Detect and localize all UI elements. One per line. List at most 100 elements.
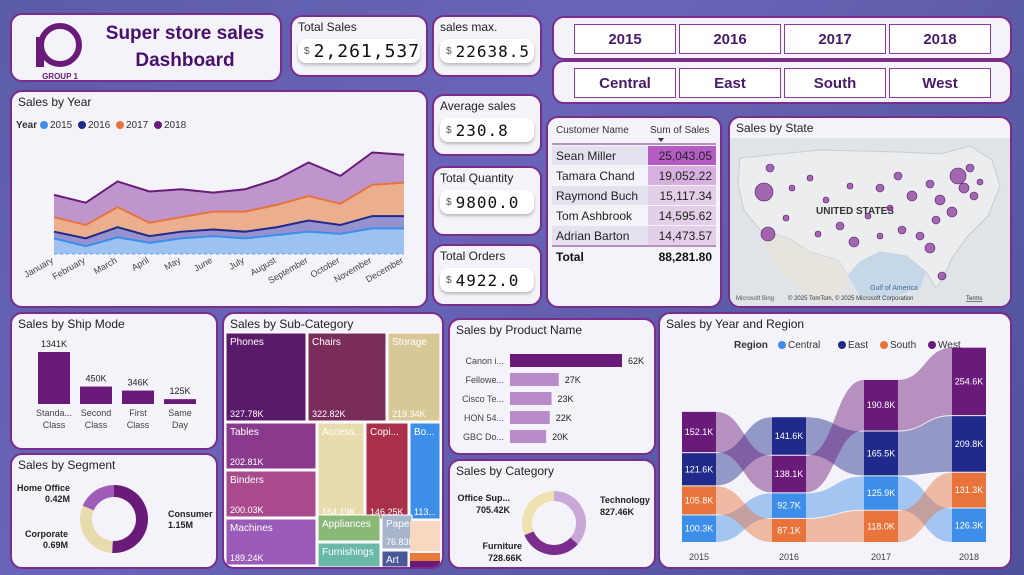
segment-east (682, 453, 716, 486)
data-label: 131.3K (955, 485, 984, 495)
kpi-label: Total Sales (298, 20, 357, 34)
state-bubble (806, 174, 814, 182)
chart-title: Sales by Product Name (456, 323, 583, 337)
cell-rect (225, 470, 317, 518)
line-2015 (53, 227, 404, 248)
data-label: 87.1K (777, 525, 801, 535)
year-button-2017[interactable]: 2017 (784, 24, 886, 54)
x-tick-label: January (22, 255, 55, 280)
legend-label: 2016 (88, 120, 111, 131)
data-label: 126.3K (955, 520, 984, 530)
segment-east (952, 416, 986, 472)
product-name-card: Sales by Product Name Canon i... 62K Fello… (448, 318, 656, 455)
segment-central (952, 508, 986, 542)
kpi-total-sales: Total Sales $2,261,537 (290, 15, 428, 77)
data-label: 141.6K (775, 431, 804, 441)
sales-by-state-map[interactable]: UNITED STATES Gulf of America Microsoft … (730, 138, 1010, 306)
region-button-south[interactable]: South (784, 68, 886, 98)
kpi-label: Total Orders (440, 249, 506, 263)
bar (164, 399, 196, 404)
y-tick-label: Canon i... (465, 356, 504, 366)
value-cell-bg (648, 146, 716, 165)
cell-name: Storage (392, 337, 427, 348)
legend-marker (154, 121, 162, 129)
cell-value: 219.34K (392, 409, 426, 419)
treemap-cell: Bo... 113... (409, 422, 441, 520)
slice-value: 705.42K (476, 505, 511, 515)
data-label: 138.1K (775, 469, 804, 479)
segment-east (772, 417, 806, 455)
customers-table: Customer Name Sum of Sales Sean Miller 25,0… (552, 125, 716, 264)
customer-name: Tamara Chand (556, 169, 635, 183)
year-slicer: 2015 2016 2017 2018 (552, 16, 1012, 60)
kpi-label: sales max. (440, 20, 498, 34)
dollar-icon: $ (304, 45, 310, 57)
cell-value: 322.82K (312, 409, 346, 419)
data-label: 190.8K (867, 400, 896, 410)
cell-name: Tables (230, 427, 259, 438)
cell-name: Access... (322, 427, 363, 438)
state-bubble (782, 214, 790, 222)
cell-rect (317, 542, 381, 567)
cell-name: Art (386, 555, 399, 566)
year-button-2015[interactable]: 2015 (574, 24, 676, 54)
state-bubble (835, 221, 845, 231)
state-bubble (937, 271, 947, 281)
cell-name: Appliances (322, 519, 371, 530)
sales-by-year-card: Sales by Year Year 2015 2016 2017 2018 Januar… (10, 90, 428, 308)
ribbon-central (806, 476, 864, 518)
bar (38, 352, 70, 404)
cell-value: 189.24K (230, 553, 264, 563)
segment-east (864, 431, 898, 476)
gulf-water (848, 252, 926, 298)
region-button-west[interactable]: West (889, 68, 991, 98)
customer-sales: 15,117.34 (660, 189, 713, 203)
state-bubble (934, 194, 946, 206)
data-label: 125K (169, 386, 190, 396)
slice-corporate (79, 505, 113, 553)
region-button-central[interactable]: Central (574, 68, 676, 98)
cell-rect (225, 518, 317, 566)
segment-central (864, 476, 898, 510)
customer-name: Raymond Buch (556, 189, 638, 203)
slice-name: Office Sup... (457, 493, 510, 503)
line-2018 (53, 151, 405, 204)
customer-name: Adrian Barton (556, 229, 629, 243)
cell-value: 76.83K (386, 537, 415, 547)
kpi-box: $230.8 (440, 118, 534, 142)
segment-central (682, 515, 716, 542)
x-tick-label: July (227, 255, 246, 272)
x-tick-label: Class (43, 420, 66, 430)
kpi-total-orders: Total Orders $4922.0 (432, 244, 542, 306)
legend-marker (778, 341, 786, 349)
x-tick-label: Standa... (36, 408, 72, 418)
total-value: 88,281.80 (659, 250, 713, 264)
treemap-cell: Paper 76.83K (381, 514, 415, 550)
legend-marker (880, 341, 888, 349)
segment-south (772, 518, 806, 542)
legend-label: 2018 (164, 120, 187, 131)
ship-mode-chart: 1341K Standa... Class 450K Second Class 346K Fi… (36, 339, 196, 430)
treemap-cell: Phones 327.78K (225, 332, 307, 422)
ribbon-west (898, 347, 952, 431)
treemap-cell: Binders 200.03K (225, 470, 317, 518)
slice-name: Corporate (25, 529, 68, 539)
treemap-cell: Furnishings (317, 542, 381, 567)
state-bubble (958, 182, 970, 194)
kpi-number: 2,261,537 (313, 40, 421, 62)
y-tick-label: Cisco Te... (462, 394, 504, 404)
region-button-east[interactable]: East (679, 68, 781, 98)
year-button-2018[interactable]: 2018 (889, 24, 991, 54)
slice-name: Furniture (483, 541, 523, 551)
treemap-cell: Machines 189.24K (225, 518, 317, 566)
year-button-2016[interactable]: 2016 (679, 24, 781, 54)
x-tick-label: First (129, 408, 147, 418)
legend-marker (838, 341, 846, 349)
kpi-box: $9800.0 (440, 190, 534, 214)
cell-rect (409, 422, 441, 520)
state-bubble (846, 182, 854, 190)
map-credit: © 2025 TomTom, © 2025 Microsoft Corporat… (788, 295, 913, 302)
x-tick-label: Second (81, 408, 112, 418)
cell-value: 113... (414, 507, 436, 517)
